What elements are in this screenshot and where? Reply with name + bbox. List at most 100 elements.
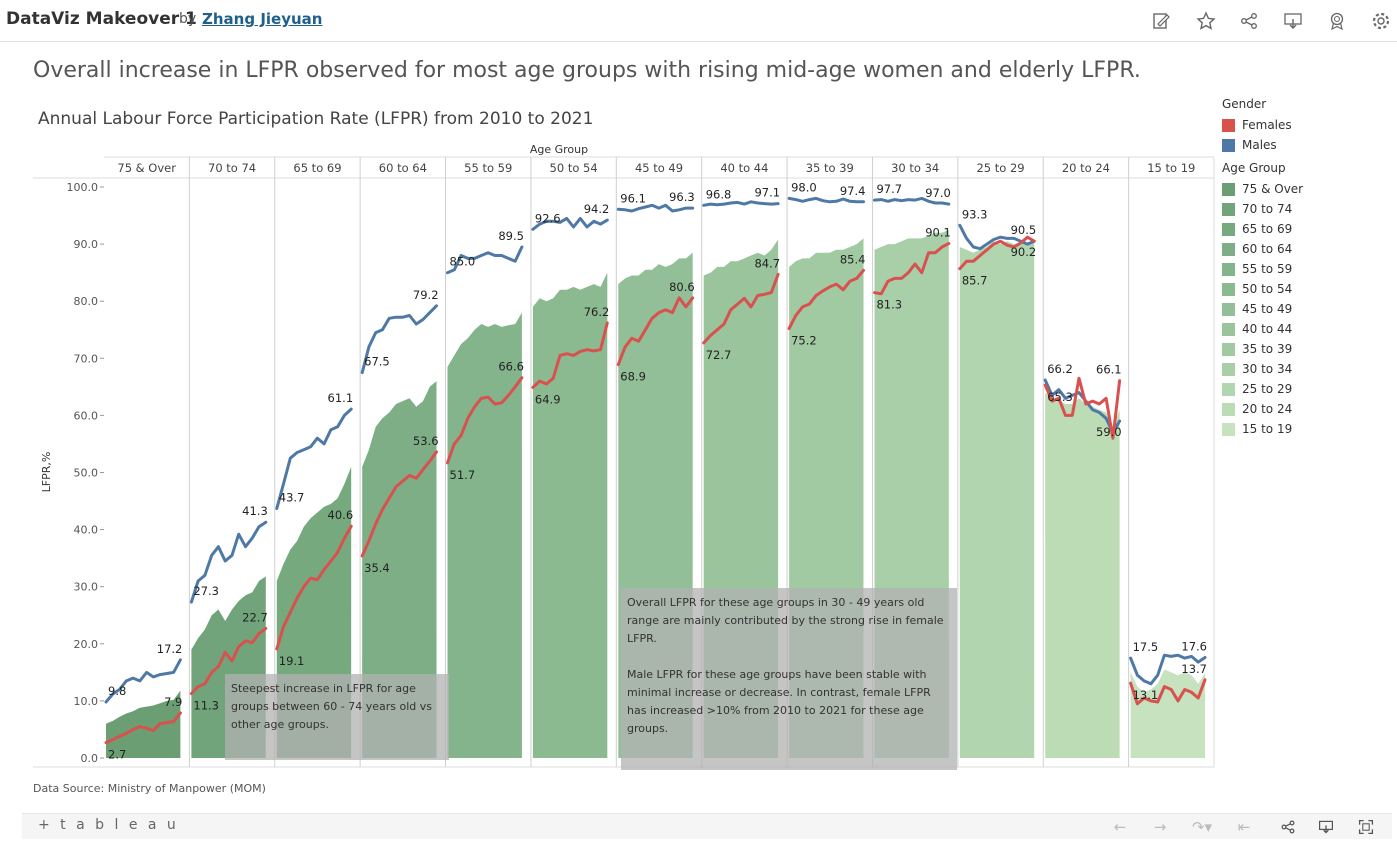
y-tick-label: 50.0 [74,467,99,480]
female-end-label: 53.6 [413,434,439,448]
tableau-logo[interactable]: + t a b l e a u [38,817,179,833]
tableau-toolbar: + t a b l e a u ← → ↷▾ ⇤ [22,813,1392,839]
panel-header: 35 to 39 [806,161,854,175]
legend: Gender Females Males Age Group 75 & Over 7… [1222,97,1392,439]
panel-header: 50 to 54 [550,161,598,175]
male-start-label: 98.0 [791,180,817,194]
female-end-label: 40.6 [328,508,354,522]
legend-label: 20 to 24 [1242,402,1293,416]
females-line [616,296,695,367]
data-source: Data Source: Ministry of Manpower (MOM) [33,782,266,795]
legend-item-age-2[interactable]: 65 to 69 [1222,219,1392,239]
male-end-label: 97.0 [925,186,951,200]
males-line [787,196,865,204]
legend-gender-title: Gender [1222,97,1267,111]
legend-label: 60 to 64 [1242,242,1293,256]
females-line [189,626,268,695]
legend-item-age-10[interactable]: 25 to 29 [1222,379,1392,399]
female-end-label: 90.1 [925,226,951,240]
download-icon[interactable] [1282,10,1304,32]
legend-age-title: Age Group [1222,161,1286,175]
legend-item-age-0[interactable]: 75 & Over [1222,179,1392,199]
female-end-label: 66.1 [1096,363,1122,377]
footer-download-icon[interactable] [1316,817,1336,837]
y-tick-label: 100.0 [67,181,99,194]
legend-item-age-6[interactable]: 45 to 49 [1222,299,1392,319]
female-end-label: 84.7 [754,256,780,270]
legend-swatch [1222,322,1235,336]
area-25-to-29 [959,241,1035,758]
male-start-label: 67.5 [364,355,390,369]
female-start-label: 19.1 [279,654,305,668]
column-header: Age Group [530,143,588,156]
legend-item-females[interactable]: Females [1222,115,1392,135]
legend-item-age-12[interactable]: 15 to 19 [1222,419,1392,439]
males-line [275,407,353,510]
badge-icon[interactable] [1326,10,1348,32]
panel-header: 20 to 24 [1062,161,1110,175]
legend-swatch [1222,222,1235,236]
male-end-label: 59.0 [1096,425,1122,439]
settings-icon[interactable] [1370,10,1392,32]
legend-item-age-3[interactable]: 60 to 64 [1222,239,1392,259]
y-tick-label: 90.0 [74,238,99,251]
back-icon[interactable]: ← [1113,818,1127,836]
legend-item-age-9[interactable]: 30 to 34 [1222,359,1392,379]
legend-item-males[interactable]: Males [1222,135,1392,155]
legend-item-age-11[interactable]: 20 to 24 [1222,399,1392,419]
fullscreen-icon[interactable] [1356,817,1376,837]
males-line [446,245,524,275]
legend-label: 75 & Over [1242,182,1304,196]
male-end-label: 89.5 [498,229,524,243]
footer-share-icon[interactable] [1278,817,1298,837]
y-axis-label: LFPR,% [40,452,53,493]
edit-icon[interactable] [1150,10,1172,32]
legend-label: 55 to 59 [1242,262,1293,276]
star-icon[interactable] [1195,10,1217,32]
males-line [1129,653,1207,686]
forward-icon[interactable]: → [1153,818,1167,836]
legend-item-age-7[interactable]: 40 to 44 [1222,319,1392,339]
panel-header: 45 to 49 [635,161,683,175]
females-line [275,524,353,651]
y-tick-label: 0.0 [81,752,99,765]
male-start-label: 9.8 [108,684,126,698]
panel-header: 65 to 69 [293,161,341,175]
males-line [702,200,780,207]
male-end-label: 17.2 [157,642,183,656]
female-start-label: 51.7 [450,468,476,482]
females-line [1043,376,1122,440]
legend-item-age-8[interactable]: 35 to 39 [1222,339,1392,359]
dashboard-headline: Overall increase in LFPR observed for mo… [33,58,1141,83]
legend-item-age-1[interactable]: 70 to 74 [1222,199,1392,219]
female-start-label: 35.4 [364,561,390,575]
y-tick-label: 20.0 [74,638,99,651]
panel-header: 60 to 64 [379,161,427,175]
male-end-label: 79.2 [413,288,439,302]
males-line [360,304,438,375]
males-line [189,520,268,604]
female-end-label: 13.7 [1181,662,1207,676]
male-end-label: 94.2 [584,202,610,216]
author-link[interactable]: Zhang Jieyuan [202,10,323,28]
revert-icon[interactable]: ↷▾ [1191,818,1213,836]
area-75-over [106,690,181,758]
legend-item-age-4[interactable]: 55 to 59 [1222,259,1392,279]
share-icon[interactable] [1238,10,1260,32]
females-line [702,272,780,345]
legend-swatch [1222,182,1235,196]
male-start-label: 66.2 [1047,362,1073,376]
legend-label: 15 to 19 [1242,422,1293,436]
area-15-to-19 [1130,669,1205,758]
area-50-to-54 [532,272,608,758]
reset-icon[interactable]: ⇤ [1237,818,1251,836]
panel-header: 55 to 59 [464,161,512,175]
male-start-label: 17.5 [1133,640,1159,654]
area-20-to-24 [1045,392,1120,758]
y-tick-label: 10.0 [74,695,99,708]
females-line [1129,678,1207,706]
legend-item-age-5[interactable]: 50 to 54 [1222,279,1392,299]
female-start-label: 81.3 [876,298,902,312]
legend-swatch [1222,282,1235,296]
female-start-label: 75.2 [791,334,817,348]
